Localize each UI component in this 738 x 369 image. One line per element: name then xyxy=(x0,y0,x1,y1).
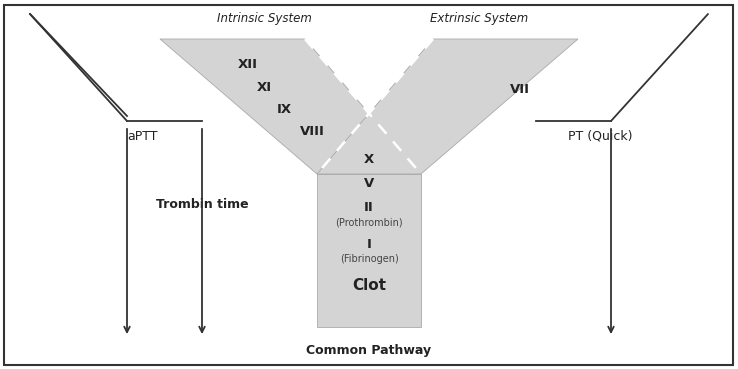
Text: II: II xyxy=(364,200,374,214)
Text: PT (Quick): PT (Quick) xyxy=(568,130,632,142)
Text: XI: XI xyxy=(257,80,272,93)
FancyBboxPatch shape xyxy=(4,5,733,365)
Text: Intrinsic System: Intrinsic System xyxy=(216,12,311,25)
Polygon shape xyxy=(160,39,421,174)
Text: (Prothrombin): (Prothrombin) xyxy=(335,217,403,227)
Text: I: I xyxy=(367,238,371,251)
Text: (Fibrinogen): (Fibrinogen) xyxy=(339,254,399,264)
Text: Clot: Clot xyxy=(352,277,386,293)
Polygon shape xyxy=(317,174,421,327)
Text: aPTT: aPTT xyxy=(127,130,157,142)
Text: XII: XII xyxy=(238,58,258,70)
Text: VII: VII xyxy=(510,83,530,96)
Text: VIII: VIII xyxy=(300,124,325,138)
Polygon shape xyxy=(317,39,578,174)
Text: IX: IX xyxy=(277,103,292,115)
Text: Common Pathway: Common Pathway xyxy=(306,344,432,357)
Text: V: V xyxy=(364,176,374,190)
Text: Extrinsic System: Extrinsic System xyxy=(430,12,528,25)
Text: X: X xyxy=(364,152,374,166)
Text: Trombin time: Trombin time xyxy=(156,197,248,210)
